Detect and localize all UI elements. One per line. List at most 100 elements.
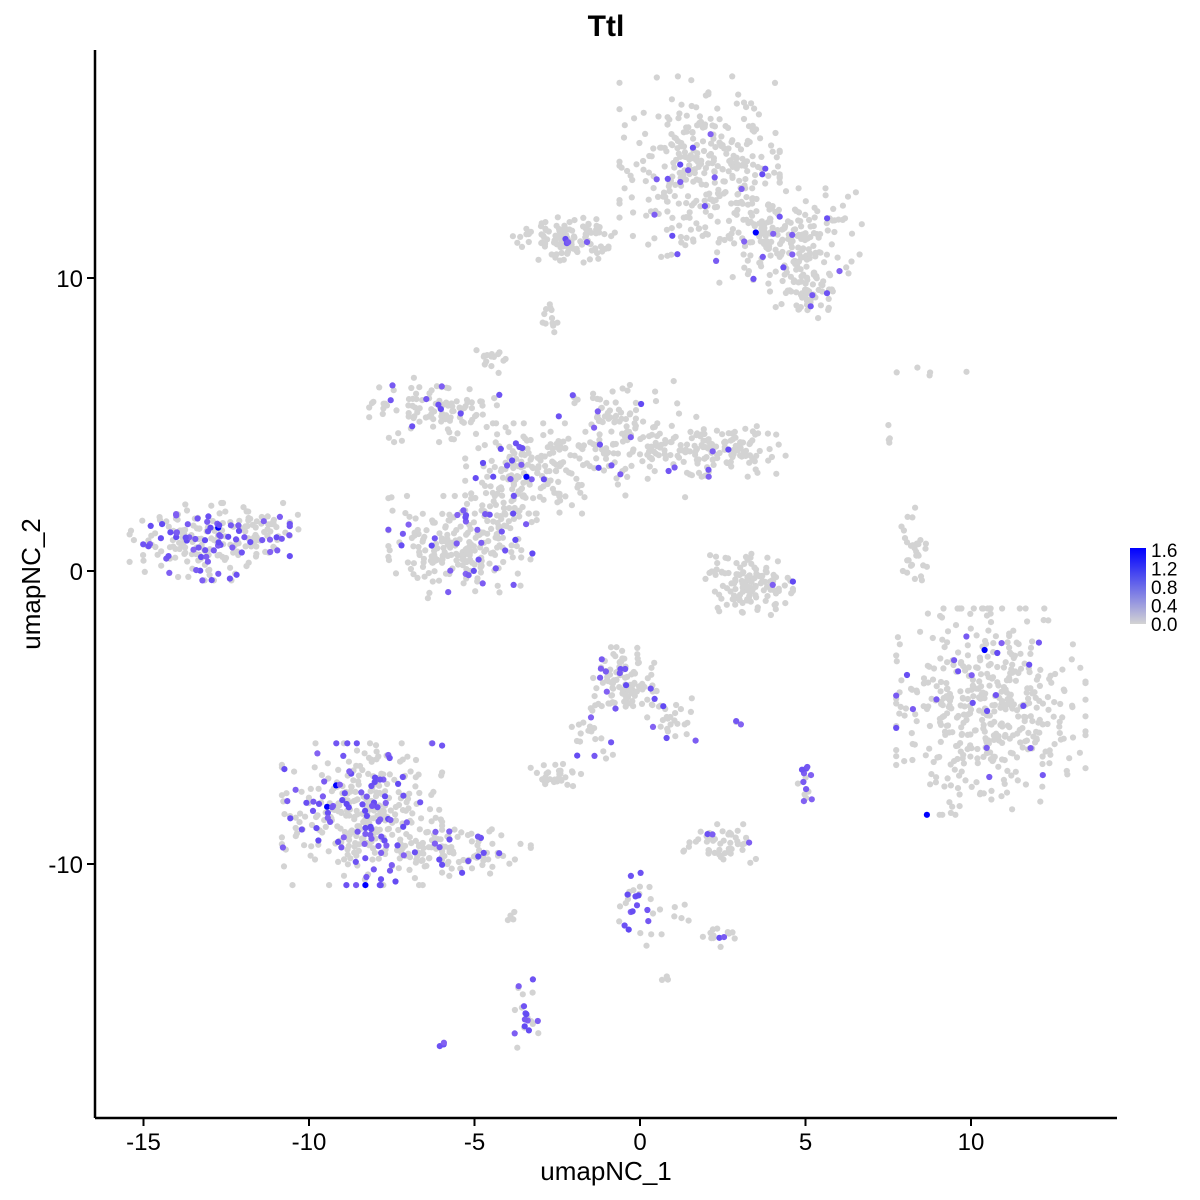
cell-point	[1036, 729, 1043, 736]
cell-point	[714, 821, 721, 828]
cell-point	[651, 423, 658, 430]
cell-point	[694, 150, 701, 157]
cell-point	[591, 752, 598, 760]
cell-point	[340, 872, 348, 879]
cell-point	[292, 824, 299, 832]
cell-point	[682, 153, 690, 161]
cell-point	[616, 106, 623, 113]
cell-point	[836, 268, 843, 275]
cell-point	[1035, 639, 1042, 646]
cell-point	[803, 263, 810, 270]
cell-point	[485, 856, 492, 863]
cell-point	[266, 536, 274, 543]
cell-point	[613, 475, 620, 482]
cell-point	[807, 303, 814, 310]
cell-point	[496, 391, 503, 398]
cell-point	[411, 413, 418, 420]
cell-point	[453, 527, 460, 534]
cell-point	[369, 856, 376, 863]
cell-point	[739, 846, 746, 854]
cell-point	[640, 109, 647, 116]
cell-point	[939, 636, 946, 643]
cell-point	[995, 763, 1002, 770]
cell-point	[669, 232, 676, 239]
chart-title: Ttl	[588, 10, 625, 43]
cell-point	[468, 865, 476, 872]
cell-point	[624, 167, 631, 175]
cell-point	[509, 233, 516, 240]
cell-point	[355, 772, 362, 779]
cell-point	[682, 494, 689, 501]
cell-point	[190, 546, 197, 553]
cell-point	[976, 654, 984, 661]
cell-point	[998, 688, 1005, 695]
cell-point	[1002, 659, 1009, 666]
cell-point	[395, 430, 402, 437]
cell-point	[674, 452, 681, 459]
cell-point	[447, 567, 454, 574]
cell-point	[472, 494, 479, 502]
cell-point	[661, 144, 668, 152]
cell-point	[578, 510, 586, 517]
cell-point	[606, 407, 614, 414]
cell-point	[986, 682, 993, 689]
cell-point	[630, 446, 637, 453]
cell-point	[561, 420, 569, 427]
cell-point	[911, 741, 918, 748]
cell-point	[574, 396, 581, 403]
cell-point	[716, 846, 723, 853]
cell-point	[403, 831, 410, 838]
cell-point	[730, 596, 738, 603]
cell-point	[967, 625, 974, 632]
cell-point	[1004, 722, 1011, 729]
cell-point	[735, 229, 742, 236]
cell-point	[363, 793, 370, 800]
cell-point	[457, 410, 464, 417]
cell-point	[343, 882, 350, 889]
cell-point	[627, 410, 634, 417]
cell-point	[238, 549, 245, 556]
cell-point	[569, 783, 577, 790]
cell-point	[803, 274, 811, 281]
cell-point	[943, 693, 950, 700]
cell-point	[927, 781, 934, 788]
cell-point	[713, 427, 721, 434]
cell-point	[944, 659, 951, 666]
cell-point	[436, 844, 443, 851]
cell-point	[370, 866, 377, 873]
cell-point	[669, 214, 676, 221]
cell-point	[767, 611, 775, 619]
cell-point	[499, 534, 506, 541]
cell-point	[733, 211, 740, 218]
cell-point	[448, 865, 455, 872]
cell-point	[586, 256, 594, 263]
cell-point	[758, 153, 765, 160]
cell-point	[366, 404, 373, 411]
cell-point	[959, 755, 966, 762]
cell-point	[621, 922, 628, 929]
cell-point	[742, 553, 750, 561]
cell-point	[439, 861, 446, 868]
cell-point	[326, 882, 333, 889]
cell-point	[279, 844, 286, 851]
cell-point	[386, 867, 394, 874]
cell-point	[225, 533, 232, 540]
cell-point	[519, 445, 526, 452]
cell-point	[811, 269, 818, 276]
cell-point	[1010, 627, 1017, 634]
cell-point	[753, 195, 760, 203]
cell-point	[772, 574, 780, 581]
cell-point	[236, 517, 243, 524]
cell-point	[535, 256, 542, 263]
cell-point	[216, 510, 223, 517]
x-tick-label: -10	[292, 1129, 327, 1156]
cell-point	[977, 789, 984, 797]
cell-point	[395, 801, 403, 809]
cell-point	[556, 231, 564, 238]
cell-point	[979, 716, 986, 724]
cell-point	[1000, 664, 1008, 671]
cell-point	[913, 552, 920, 559]
cell-point	[1023, 689, 1030, 696]
cell-point	[677, 161, 684, 168]
cell-point	[707, 552, 714, 559]
